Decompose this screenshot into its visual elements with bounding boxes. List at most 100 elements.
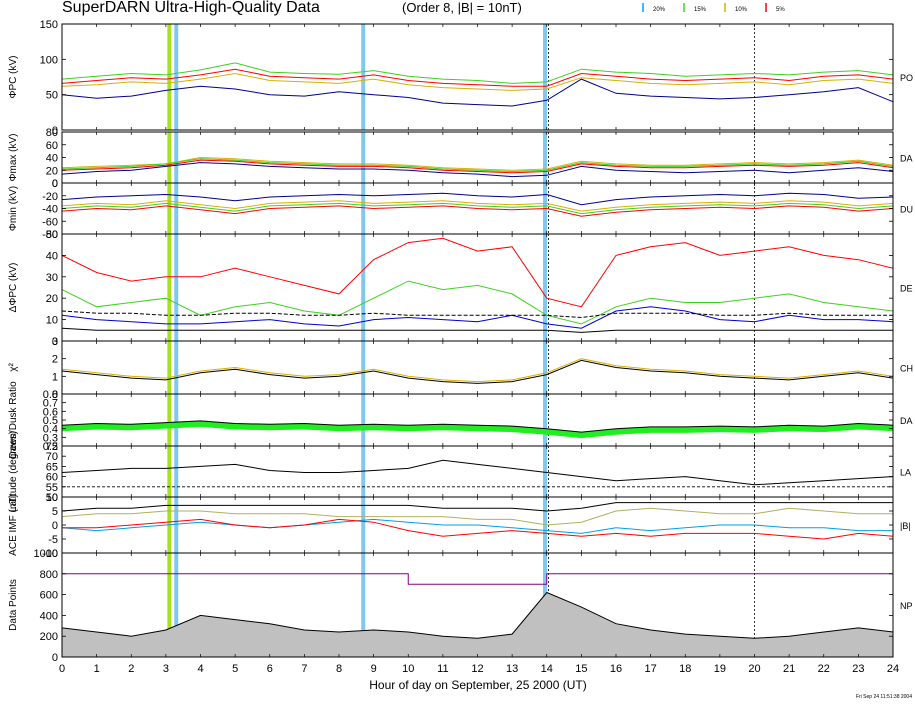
- x-axis-ticks: 0 1 2 3 4 5 6 7 8 9 10 11 12 13 14 15 16 17 18 19 20 21 22 23 24: [59, 663, 899, 675]
- y-tick-label: 50: [46, 229, 58, 241]
- y-tick-label: 70: [46, 451, 58, 463]
- panel-right-label: PO: [900, 73, 913, 83]
- panel-phimin: -80-60-40-200 Φmin (kV) DU: [8, 178, 913, 241]
- y-tick-label: 50: [46, 90, 58, 102]
- highlight-band: [174, 183, 179, 234]
- y-axis-label: Data Points: [8, 579, 19, 631]
- x-tick-label: 20: [748, 663, 760, 675]
- series-line: [61, 72, 894, 91]
- y-tick-label: 0.8: [43, 389, 58, 401]
- panel-chi2: 0 1 2 3 χ² CH: [8, 336, 913, 401]
- panel-datapoints: 0 200 400 600 800 1000 Data Points NP: [8, 548, 913, 664]
- x-tick-label: 3: [163, 663, 169, 675]
- highlight-band: [361, 132, 366, 183]
- highlight-band: [543, 394, 548, 446]
- highlight-band: [174, 24, 179, 130]
- y-tick-label: 400: [40, 610, 58, 622]
- highlight-band: [174, 394, 179, 446]
- series-line: [61, 202, 894, 215]
- series-line: [61, 62, 894, 84]
- y-axis-label: ΦPC (kV): [8, 56, 19, 99]
- y-tick-label: 55: [46, 482, 58, 494]
- y-tick-label: -60: [42, 216, 58, 228]
- x-tick-label: 7: [301, 663, 307, 675]
- x-tick-label: 15: [575, 663, 587, 675]
- highlight-band: [167, 234, 172, 341]
- y-tick-label: 0.7: [43, 398, 58, 410]
- panel-ratio: 0.20.30.40.50.60.70.8 Dawn/Dusk Ratio DA: [8, 381, 913, 459]
- y-tick-label: 2: [52, 354, 58, 366]
- y-tick-label: -80: [42, 229, 58, 241]
- series-line: [61, 162, 894, 178]
- footer-timestamp: Fri Sep 24 11:51:38 2004: [856, 694, 912, 700]
- x-tick-label: 14: [541, 663, 553, 675]
- highlight-band: [167, 553, 172, 657]
- y-tick-label: 0.2: [43, 441, 58, 453]
- x-tick-label: 0: [59, 663, 65, 675]
- x-tick-label: 21: [783, 663, 795, 675]
- x-tick-label: 23: [852, 663, 864, 675]
- y-axis-label: ACE IMF (nT): [8, 494, 19, 556]
- highlight-band: [361, 497, 366, 553]
- legend-label: 5%: [776, 7, 785, 13]
- y-tick-label: 60: [46, 472, 58, 484]
- highlight-band: [167, 341, 172, 394]
- x-tick-label: 6: [267, 663, 273, 675]
- highlight-band: [174, 497, 179, 553]
- y-tick-label: 0: [52, 125, 58, 137]
- y-tick-label: -20: [42, 191, 58, 203]
- y-tick-label: 600: [40, 590, 58, 602]
- y-tick-label: 0: [52, 178, 58, 190]
- x-tick-label: 1: [94, 663, 100, 675]
- x-tick-label: 18: [679, 663, 691, 675]
- highlight-band: [167, 394, 172, 446]
- y-tick-label: 100: [40, 54, 58, 66]
- y-axis-label: Latitude (degrees): [8, 431, 19, 512]
- chart-subtitle: (Order 8, |B| = 10nT): [402, 0, 522, 15]
- highlight-band: [361, 24, 366, 130]
- y-tick-label: 0.6: [43, 406, 58, 418]
- series-line: [61, 192, 894, 206]
- x-tick-label: 9: [371, 663, 377, 675]
- x-tick-label: 22: [818, 663, 830, 675]
- series-line: [61, 78, 894, 107]
- y-tick-label: 10: [46, 315, 58, 327]
- x-tick-label: 5: [232, 663, 238, 675]
- series-line: [61, 518, 893, 534]
- panel-imf: -10 -5 0 5 10 ACE IMF (nT) |B|: [8, 492, 911, 560]
- highlight-band: [543, 234, 548, 341]
- highlight-band: [361, 183, 366, 234]
- chart-title: SuperDARN Ultra-High-Quality Data: [62, 0, 320, 16]
- panel-right-label: DU: [900, 205, 913, 215]
- series-line: [61, 507, 893, 526]
- x-tick-label: 8: [336, 663, 342, 675]
- legend-label: 10%: [735, 7, 748, 13]
- x-tick-label: 10: [402, 663, 414, 675]
- y-tick-label: 20: [46, 165, 58, 177]
- highlight-band: [543, 132, 548, 183]
- y-tick-label: 0.5: [43, 415, 58, 427]
- y-tick-label: 200: [40, 631, 58, 643]
- highlight-band: [167, 183, 172, 234]
- highlight-band: [361, 394, 366, 446]
- y-axis-label: Φmax (kV): [8, 134, 19, 182]
- y-tick-label: 0: [52, 178, 58, 190]
- panel-right-label: |B|: [900, 521, 911, 531]
- y-tick-label: -40: [42, 204, 58, 216]
- highlight-band: [174, 132, 179, 183]
- header-legend: 20% 15% 10% 5%: [642, 3, 785, 13]
- series-line: [61, 327, 893, 333]
- y-tick-label: 150: [40, 19, 58, 31]
- series-line: [61, 459, 894, 486]
- y-tick-label: 0.3: [43, 432, 58, 444]
- highlight-band: [543, 446, 548, 497]
- y-tick-label: 40: [46, 153, 58, 165]
- x-tick-label: 17: [645, 663, 657, 675]
- series-line: [61, 159, 894, 174]
- y-tick-label: 60: [46, 140, 58, 152]
- panel-right-label: CH: [900, 364, 913, 374]
